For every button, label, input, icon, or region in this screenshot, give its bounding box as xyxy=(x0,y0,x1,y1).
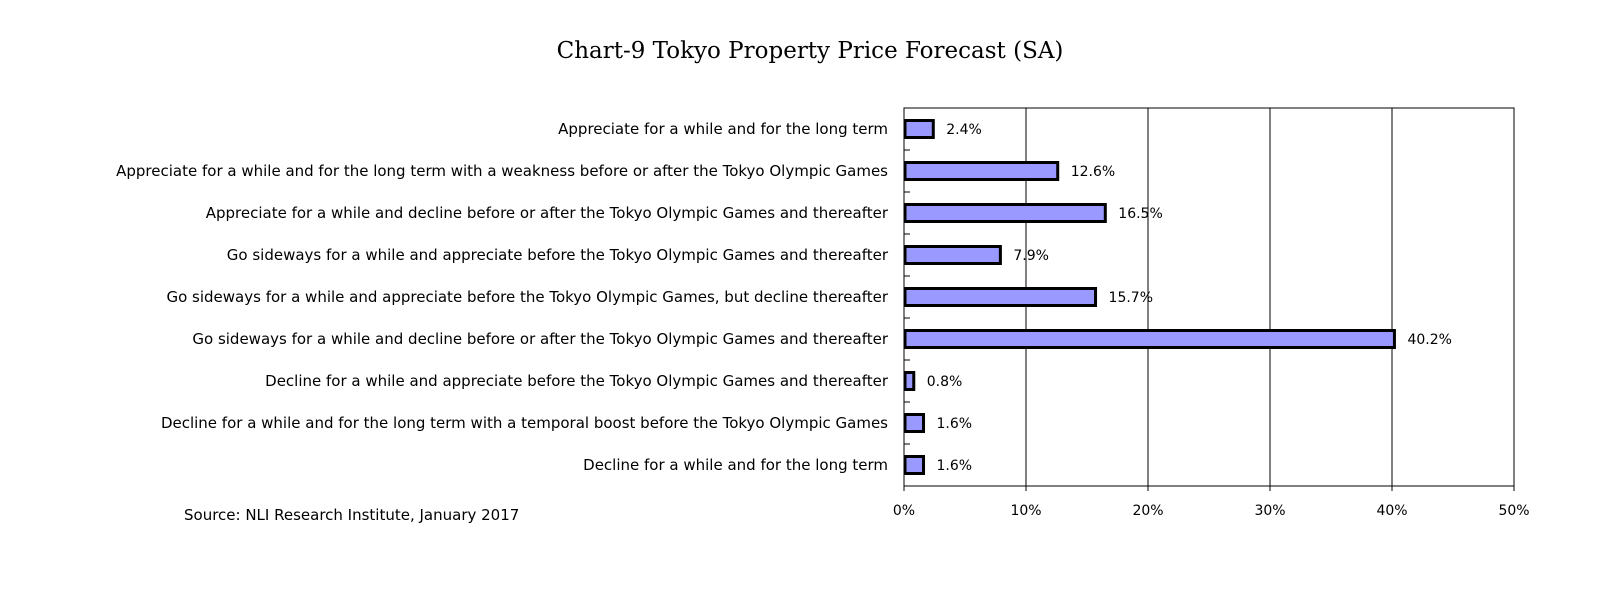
x-tick-label: 20% xyxy=(1132,503,1163,519)
bar xyxy=(903,329,1396,349)
data-label: 1.6% xyxy=(937,416,973,432)
bar xyxy=(903,245,1002,265)
bar xyxy=(903,119,935,139)
bar xyxy=(903,371,916,391)
data-label: 1.6% xyxy=(937,458,973,474)
bar xyxy=(903,413,926,433)
x-tick-label: 0% xyxy=(893,503,915,519)
data-label: 0.8% xyxy=(927,374,963,390)
data-label: 40.2% xyxy=(1407,332,1451,348)
category-label: Decline for a while and for the long ter… xyxy=(583,456,888,474)
chart-title: Chart-9 Tokyo Property Price Forecast (S… xyxy=(556,38,1064,64)
data-label: 16.5% xyxy=(1118,206,1162,222)
data-label: 2.4% xyxy=(946,122,982,138)
category-label: Appreciate for a while and for the long … xyxy=(558,120,888,138)
x-tick-label: 40% xyxy=(1376,503,1407,519)
x-tick-label: 30% xyxy=(1254,503,1285,519)
category-label: Go sideways for a while and decline befo… xyxy=(192,330,888,348)
data-label: 15.7% xyxy=(1109,290,1153,306)
bar xyxy=(903,161,1060,181)
category-label: Go sideways for a while and appreciate b… xyxy=(227,246,889,264)
data-label: 7.9% xyxy=(1013,248,1049,264)
bar xyxy=(903,287,1098,307)
bar xyxy=(903,455,926,475)
category-label: Decline for a while and appreciate befor… xyxy=(265,372,889,390)
category-label: Appreciate for a while and decline befor… xyxy=(206,204,889,222)
data-label: 12.6% xyxy=(1071,164,1115,180)
bar xyxy=(903,203,1107,223)
category-label: Appreciate for a while and for the long … xyxy=(116,162,888,180)
category-label: Decline for a while and for the long ter… xyxy=(161,414,888,432)
x-tick-label: 10% xyxy=(1010,503,1041,519)
category-label: Go sideways for a while and appreciate b… xyxy=(166,288,888,306)
x-tick-label: 50% xyxy=(1498,503,1529,519)
source-note: Source: NLI Research Institute, January … xyxy=(184,506,520,524)
